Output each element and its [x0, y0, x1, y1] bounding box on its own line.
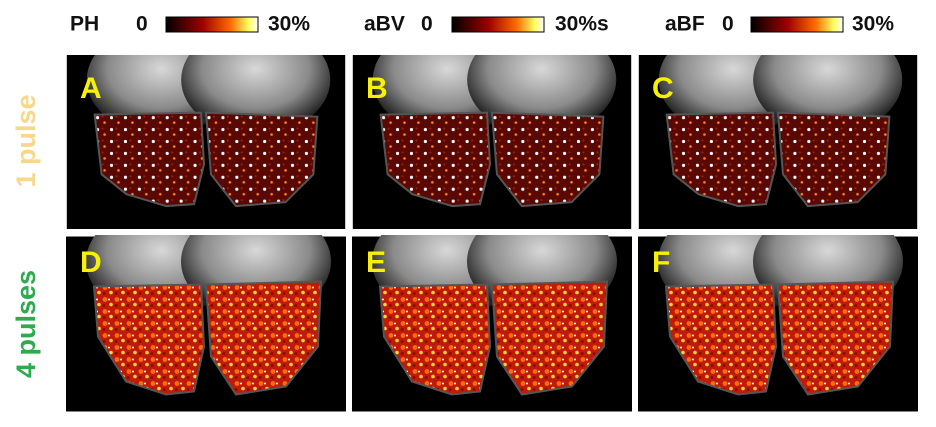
column-label: aBF — [665, 13, 705, 36]
image-panel — [66, 207, 346, 412]
panel-letter: C — [652, 72, 674, 105]
colorbar-min: 0 — [136, 13, 148, 36]
image-panel — [353, 25, 631, 229]
colorbar — [750, 16, 844, 33]
colorbar-min: 0 — [722, 13, 734, 36]
column-header: aBV 0 30%s — [364, 13, 609, 36]
image-panel — [638, 207, 918, 412]
colorbar-max: 30%s — [555, 13, 609, 36]
colorbar-min: 0 — [421, 13, 433, 36]
panel-letter: E — [366, 246, 386, 279]
column-header: PH 0 30% — [70, 13, 310, 36]
column-label: aBV — [364, 13, 405, 36]
image-panel — [352, 207, 632, 412]
panel-letter: A — [80, 72, 102, 105]
column-label: PH — [70, 13, 99, 36]
colorbar-max: 30% — [852, 13, 894, 36]
panel-letter: B — [366, 72, 388, 105]
column-header: aBF 0 30% — [665, 13, 894, 36]
colorbar-max: 30% — [268, 13, 310, 36]
panel-letter: F — [652, 246, 670, 279]
row-label: 1 pulse — [11, 94, 41, 187]
colorbar — [451, 16, 545, 33]
image-panel — [67, 25, 345, 229]
image-panel — [639, 25, 917, 229]
colorbar — [165, 16, 259, 33]
row-label: 4 pulses — [11, 270, 41, 378]
panel-letter: D — [80, 246, 102, 279]
